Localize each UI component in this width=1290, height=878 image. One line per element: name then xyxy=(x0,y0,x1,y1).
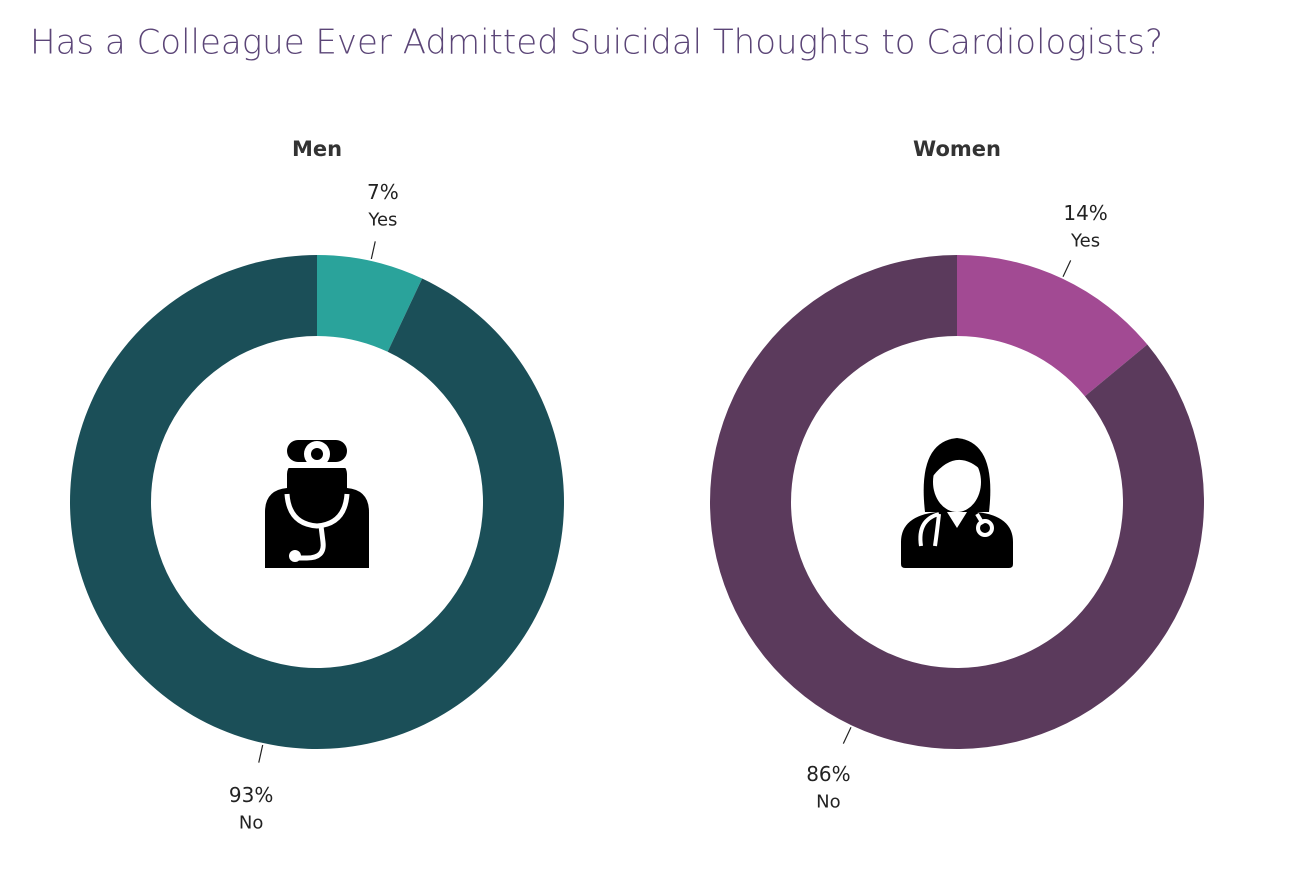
category-label: No xyxy=(239,813,263,834)
woman-doctor-icon xyxy=(901,438,1013,568)
chart-subtitle: Men xyxy=(292,137,342,161)
chart-subtitle: Women xyxy=(913,137,1001,161)
donut-segment xyxy=(957,255,1148,397)
category-label: Yes xyxy=(367,209,397,230)
value-label: 14% xyxy=(1063,201,1107,225)
man-doctor-icon xyxy=(265,440,369,568)
value-label: 93% xyxy=(229,783,273,807)
leader-line xyxy=(842,727,852,744)
category-label: No xyxy=(816,791,840,812)
donut-segment xyxy=(317,255,423,352)
donut-segment xyxy=(69,255,564,749)
leader-line xyxy=(1062,260,1072,277)
page-title: Has a Colleague Ever Admitted Suicidal T… xyxy=(30,23,1163,63)
value-label: 86% xyxy=(806,762,850,786)
leader-line xyxy=(370,241,376,260)
donut-segment xyxy=(709,255,1204,749)
value-label: 7% xyxy=(367,180,399,204)
leader-line xyxy=(258,744,264,763)
category-label: Yes xyxy=(1070,231,1100,252)
